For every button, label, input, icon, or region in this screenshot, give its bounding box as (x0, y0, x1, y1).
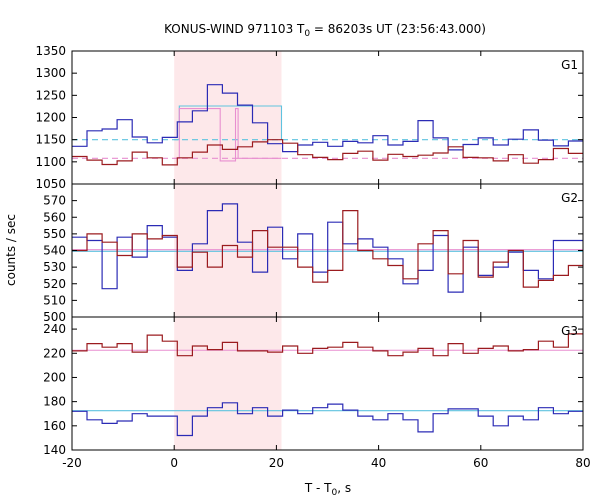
chart-title: KONUS-WIND 971103 T0 = 86203s UT (23:56:… (164, 22, 486, 39)
y-tick-label: 160 (43, 419, 66, 433)
x-tick-label: 40 (371, 456, 386, 470)
y-tick-label: 1050 (35, 177, 66, 191)
y-tick-label: 560 (43, 210, 66, 224)
x-tick-label: 60 (473, 456, 488, 470)
x-axis-label: T - T0, s (304, 481, 351, 498)
y-tick-label: 240 (43, 322, 66, 336)
chart-title-main: KONUS-WIND 971103 T (164, 22, 305, 36)
panel-label: G2 (561, 191, 578, 205)
y-tick-label: 1100 (35, 155, 66, 169)
x-tick-label: 80 (575, 456, 590, 470)
y-axis-label: counts / sec (4, 214, 18, 286)
series-blue (72, 402, 583, 437)
chart-title-rest: = 86203s UT (23:56:43.000) (310, 22, 486, 36)
panel-frame (71, 316, 584, 451)
y-tick-label: 530 (43, 260, 66, 274)
y-tick-label: 510 (43, 293, 66, 307)
panel-frame (71, 50, 584, 185)
x-axis-label-rest: , s (337, 481, 351, 495)
y-tick-label: 550 (43, 227, 66, 241)
panel-plot-area (72, 203, 583, 293)
highlight-band (174, 317, 282, 450)
y-tick-label: 140 (43, 443, 66, 457)
x-tick-label: -20 (62, 456, 82, 470)
y-tick-label: 500 (43, 310, 66, 324)
panel-g3: 140 160 180 200 220 240 -20 0 20 40 60 80 G3 (43, 316, 591, 470)
y-tick-label: 1250 (35, 88, 66, 102)
x-tick-label: 20 (269, 456, 284, 470)
series-blue (72, 84, 583, 153)
y-tick-label: 1200 (35, 111, 66, 125)
step-overlay-cyan (174, 105, 283, 141)
panel-label: G3 (561, 324, 578, 338)
y-tick-label: 520 (43, 277, 66, 291)
series-red (72, 210, 583, 288)
panel-label: G1 (561, 58, 578, 72)
y-tick-label: 220 (43, 346, 66, 360)
y-tick-label: 180 (43, 395, 66, 409)
chart-title-subscript: 0 (304, 29, 310, 39)
panel-plot-area (72, 333, 583, 437)
x-axis-label-subscript: 0 (332, 488, 338, 498)
x-tick-label: 0 (170, 456, 178, 470)
panel-g1: 1050 1100 1150 1200 1250 1300 1350 G1 (35, 44, 584, 191)
y-tick-label: 570 (43, 194, 66, 208)
series-red (72, 139, 583, 166)
step-overlay-pink (174, 108, 282, 162)
y-tick-label: 200 (43, 370, 66, 384)
highlight-band (174, 51, 282, 184)
y-tick-label: 540 (43, 244, 66, 258)
x-axis-label-main: T - T (304, 481, 332, 495)
y-tick-label: 1350 (35, 44, 66, 58)
series-red (72, 333, 583, 357)
panel-plot-area (72, 84, 583, 166)
y-tick-label: 1300 (35, 66, 66, 80)
panel-g2: 500 510 520 530 540 550 560 570 G2 (43, 183, 584, 324)
y-tick-label: 1150 (35, 133, 66, 147)
chart-panels: 1050110011501200125013001350G15005105205… (35, 44, 590, 470)
